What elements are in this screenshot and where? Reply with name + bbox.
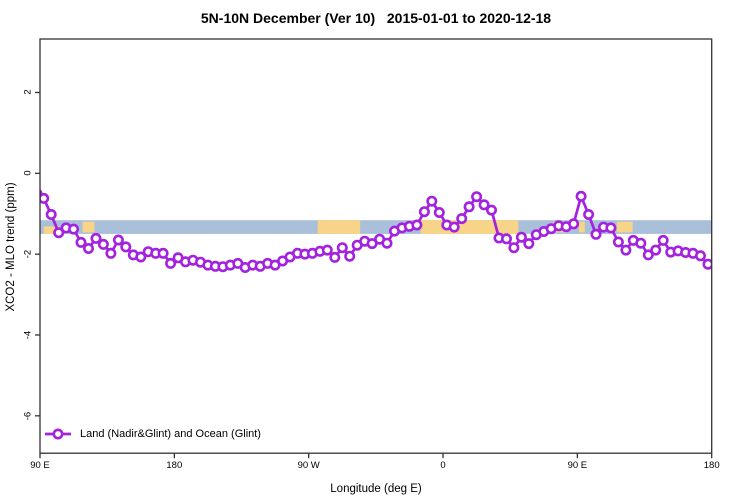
data-point-marker — [523, 238, 535, 250]
data-point-marker — [568, 218, 580, 230]
y-tick-label: -4 — [22, 330, 34, 340]
data-point-marker — [463, 201, 475, 213]
data-point-marker — [500, 233, 512, 245]
data-point-marker — [642, 249, 654, 261]
data-point-marker — [97, 238, 109, 250]
data-point-marker — [329, 251, 341, 263]
data-point-marker — [485, 204, 497, 216]
data-point-marker — [321, 244, 333, 256]
data-point-marker — [590, 228, 602, 240]
land-segment — [43, 226, 61, 234]
data-point-marker — [657, 234, 669, 246]
data-point-marker — [344, 250, 356, 262]
data-point-marker — [433, 207, 445, 219]
x-axis-title: Longitude (deg E) — [330, 483, 422, 495]
data-point-marker — [515, 231, 527, 243]
legend-line-marker-icon — [45, 428, 71, 440]
y-tick-label: 2 — [22, 89, 34, 96]
data-point-marker — [612, 236, 624, 248]
data-point-marker — [105, 247, 117, 259]
plot-border — [39, 38, 713, 454]
legend-label: Land (Nadir&Glint) and Ocean (Glint) — [80, 428, 261, 440]
x-tick-label: 90 E — [567, 460, 588, 471]
data-point-marker — [135, 251, 147, 263]
data-point-marker — [426, 195, 438, 207]
data-point-marker — [456, 213, 468, 225]
y-tick-label: -2 — [22, 249, 34, 259]
data-point-marker — [120, 241, 132, 253]
data-point-marker — [471, 191, 483, 203]
y-axis-title: XCO2 - MLO trend (ppm) — [5, 182, 17, 312]
data-point-marker — [381, 237, 393, 249]
data-point-marker — [478, 199, 490, 211]
data-point-marker — [448, 221, 460, 233]
land-segment — [82, 221, 95, 233]
data-point-marker — [75, 236, 87, 248]
data-point-marker — [90, 232, 102, 244]
data-point-marker — [157, 247, 169, 259]
x-tick-label: 0 — [440, 460, 446, 471]
data-point-marker — [418, 206, 430, 218]
data-point-marker — [508, 242, 520, 254]
land-segment — [616, 221, 633, 233]
land-segment — [317, 220, 361, 234]
y-tick-label: 0 — [22, 170, 34, 176]
chart-title: 5N-10N December (Ver 10) 2015-01-01 to 2… — [200, 10, 552, 26]
data-point-marker — [40, 192, 50, 204]
land-segment — [420, 220, 519, 234]
x-tick-label: 180 — [166, 460, 183, 471]
data-point-marker — [112, 234, 124, 246]
data-point-marker — [635, 237, 647, 249]
legend: Land (Nadir&Glint) and Ocean (Glint) — [44, 426, 261, 442]
data-point-marker — [605, 222, 617, 234]
x-tick-label: 180 — [703, 460, 720, 471]
data-series — [40, 189, 712, 273]
data-point-marker — [583, 209, 595, 221]
data-point-marker — [702, 258, 712, 270]
data-point-marker — [83, 243, 95, 255]
data-point-marker — [53, 227, 65, 239]
data-point-marker — [336, 242, 348, 254]
data-point-marker — [620, 244, 632, 256]
x-tick-label: 90 W — [297, 460, 320, 471]
data-point-marker — [694, 250, 706, 262]
data-point-marker — [411, 219, 423, 231]
data-point-marker — [650, 244, 662, 256]
land-segment — [578, 221, 585, 233]
x-tick-label: 90 E — [30, 460, 50, 471]
data-point-marker — [366, 238, 378, 250]
data-point-marker — [575, 190, 587, 202]
data-point-marker — [165, 257, 177, 269]
y-tick-label: -6 — [22, 411, 34, 421]
data-point-marker — [68, 223, 80, 235]
data-point-marker — [45, 209, 57, 221]
